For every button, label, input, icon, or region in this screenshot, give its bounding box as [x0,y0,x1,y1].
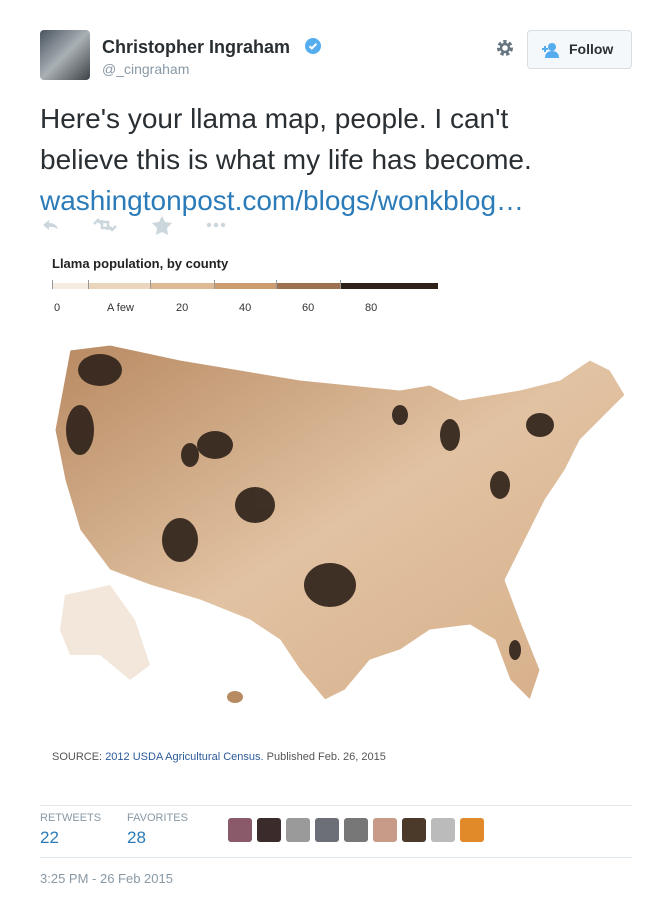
verified-badge [305,38,321,54]
favorite-icon[interactable] [152,216,172,235]
legend-tick [276,280,277,289]
favoriter-avatar[interactable] [344,818,368,842]
source-link[interactable]: 2012 USDA Agricultural Census. [105,751,264,763]
legend-label: 60 [302,302,315,314]
favoriter-avatar[interactable] [286,818,310,842]
tweet-actions [43,216,226,235]
follow-icon [542,43,559,58]
favoriter-avatar[interactable] [460,818,484,842]
hawaii [227,691,243,703]
divider [40,805,632,806]
favoriter-avatar[interactable] [431,818,455,842]
legend-swatch [150,283,214,289]
tweet-link[interactable]: washingtonpost.com/blogs/wonkblog… [40,185,525,216]
map-source: SOURCE: 2012 USDA Agricultural Census. P… [52,751,386,763]
source-label: SOURCE: [52,751,103,763]
legend-label: 0 [54,302,61,314]
favoriter-avatar[interactable] [228,818,252,842]
legend-label: 80 [365,302,378,314]
handle[interactable]: @_cingraham [102,61,190,77]
legend-tick [52,280,53,289]
published: Published Feb. 26, 2015 [266,751,386,763]
legend-tick [340,280,341,289]
avatar[interactable] [40,30,90,80]
favoriter-avatar[interactable] [402,818,426,842]
map-title: Llama population, by county [52,256,229,271]
timestamp: 3:25 PM - 26 Feb 2015 [40,871,173,886]
tweet-line: Here's your llama map, people. I can't [40,103,509,134]
legend-label: 20 [176,302,189,314]
tweet-text: Here's your llama map, people. I can't b… [40,98,532,221]
legend-swatch [214,283,276,289]
legend-swatch [276,283,340,289]
author-name[interactable]: Christopher Ingraham [102,37,291,57]
favorites-count[interactable]: 28 [127,828,146,847]
legend-swatch [52,283,88,289]
legend-label: 40 [239,302,252,314]
legend-tick [150,280,151,289]
follow-button[interactable]: Follow [527,30,632,69]
favoriter-avatar[interactable] [257,818,281,842]
follow-label: Follow [569,41,614,57]
legend-tick [88,280,89,289]
divider [40,857,632,858]
retweets-count[interactable]: 22 [40,828,59,847]
favoriter-avatar[interactable] [373,818,397,842]
settings-icon[interactable] [495,38,515,58]
alaska [60,585,150,680]
llama-map[interactable] [40,335,640,720]
map-legend: 0 A few 20 40 60 80 [52,280,442,320]
legend-label: A few [107,302,134,314]
legend-swatch [340,283,438,289]
favoriter-avatar[interactable] [315,818,339,842]
tweet-line: believe this is what my life has become. [40,144,532,175]
retweets-label: RETWEETS [40,812,102,824]
retweet-icon[interactable] [93,218,117,232]
legend-swatch [88,283,150,289]
favorites-label: FAVORITES [127,812,188,824]
reply-icon[interactable] [43,220,58,230]
legend-tick [214,280,215,289]
more-icon[interactable] [206,222,226,228]
